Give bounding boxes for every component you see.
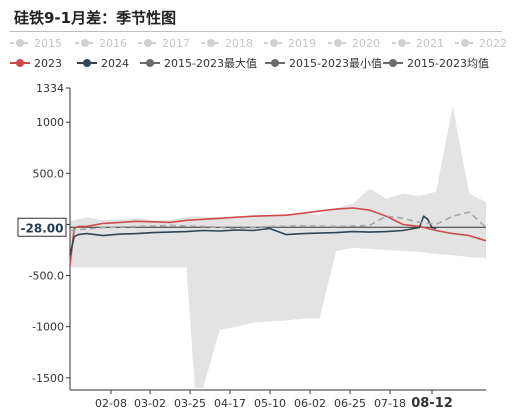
legend-item-2015-2023最小值[interactable]: 2015-2023最小值: [265, 54, 382, 72]
x-tick-label: 06-02: [294, 397, 326, 410]
legend-item-2023[interactable]: 2023: [10, 54, 62, 72]
legend-label: 2015-2023最大值: [164, 57, 257, 70]
y-tick-label: -1500: [32, 372, 64, 385]
legend-label: 2024: [101, 56, 129, 70]
legend-item-2016[interactable]: 2016: [75, 34, 127, 52]
y-tick-label: 500.0: [33, 167, 65, 180]
legend-item-2024[interactable]: 2024: [77, 54, 129, 72]
series-line-2024: [69, 215, 437, 256]
legend-label: 2021: [416, 36, 444, 50]
series-line-2023: [69, 207, 487, 266]
series-line-2015-2023均值: [69, 211, 487, 232]
legend-label: 2017: [162, 36, 190, 50]
legend-item-2015-2023最大值[interactable]: 2015-2023最大值: [140, 54, 257, 72]
x-tick-label: 02-08: [95, 397, 127, 410]
legend-row-active: 2023 2024 2015-2023最大值 2015-2023最小值 2015-202…: [0, 54, 512, 72]
y-tick-label: 1334: [36, 82, 64, 95]
legend-label: 2019: [288, 36, 316, 50]
legend-item-2019[interactable]: 2019: [264, 34, 316, 52]
legend-label: 2015-2023均值: [407, 57, 489, 70]
legend-label: 2015: [34, 36, 62, 50]
x-tick-label: 07-18: [374, 397, 406, 410]
legend-label: 2020: [352, 36, 380, 50]
legend-label: 2023: [34, 56, 62, 70]
chart-plot: 13341000500.00.0-500.0-1000-150002-0803-…: [17, 82, 487, 411]
legend-item-2021[interactable]: 2021: [392, 34, 444, 52]
legend-label: 2022: [479, 36, 507, 50]
y-tick-label: -500.0: [29, 270, 64, 283]
x-tick-label: 08-12: [411, 396, 453, 411]
y-tick-label: 1000: [36, 116, 64, 129]
legend-item-2020[interactable]: 2020: [328, 34, 380, 52]
legend-row-faded: 2015 2016 2017 2018 2019 2020 2021 2022: [0, 34, 512, 52]
x-tick-label: 04-17: [214, 397, 246, 410]
legend-item-2022[interactable]: 2022: [455, 34, 507, 52]
legend-label: 2018: [225, 36, 253, 50]
legend-label: 2015-2023最小值: [289, 57, 382, 70]
legend-item-2015-2023均值[interactable]: 2015-2023均值: [383, 54, 489, 72]
range-band: [70, 106, 486, 389]
legend-item-2018[interactable]: 2018: [201, 34, 253, 52]
legend-item-2015[interactable]: 2015: [10, 34, 62, 52]
current-value-label: -28.00: [21, 221, 64, 235]
x-tick-label: 03-02: [134, 397, 166, 410]
legend-label: 2016: [99, 36, 127, 50]
chart-title: 硅铁9-1月差：季节性图: [14, 9, 177, 27]
x-tick-label: 03-25: [174, 397, 206, 410]
legend-item-2017[interactable]: 2017: [138, 34, 190, 52]
title-divider: [10, 31, 502, 32]
current-value-box: [17, 217, 67, 237]
y-tick-label: -1000: [32, 321, 64, 334]
x-tick-label: 06-25: [334, 397, 366, 410]
x-tick-label: 05-10: [254, 397, 286, 410]
